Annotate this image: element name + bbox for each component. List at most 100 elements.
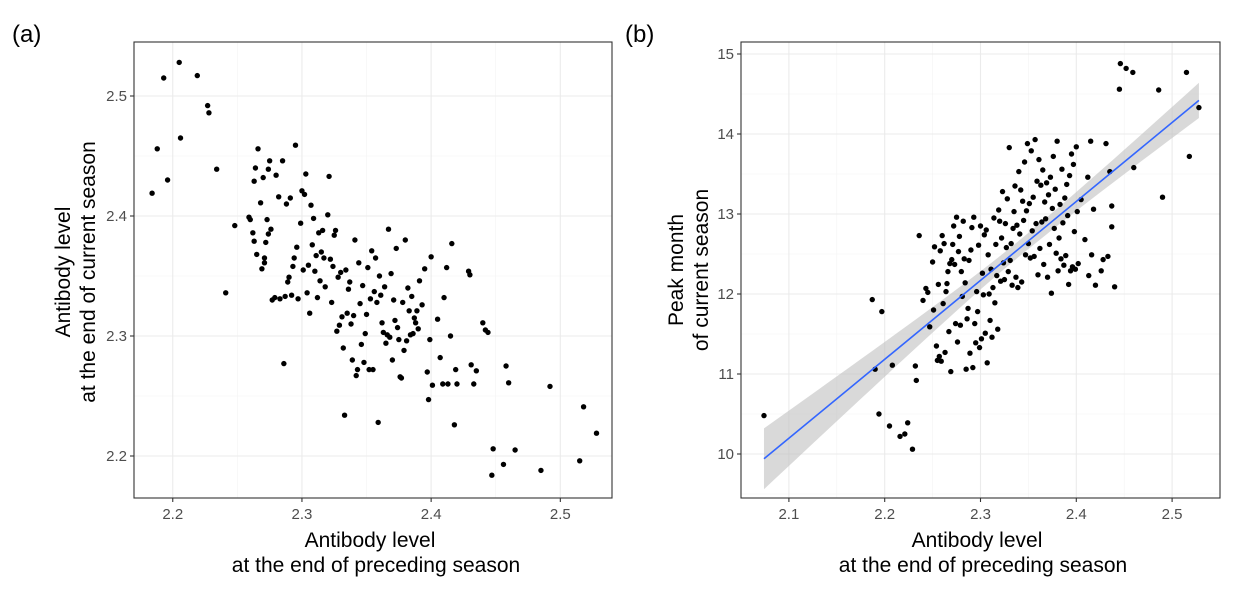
panel-a-point bbox=[263, 239, 269, 246]
panel-b-point bbox=[1061, 262, 1067, 268]
panel-b-point bbox=[1041, 261, 1047, 268]
panel-a-point bbox=[332, 227, 339, 234]
panel-b-point bbox=[1086, 272, 1092, 279]
panel-b-point bbox=[1013, 274, 1019, 280]
panel-a-point bbox=[375, 419, 381, 426]
panel-a-point bbox=[454, 381, 460, 387]
panel-a-point bbox=[347, 279, 353, 285]
panel-a-point bbox=[396, 336, 402, 343]
panel-b-point bbox=[1060, 220, 1066, 226]
panel-b-point bbox=[1041, 199, 1048, 205]
panel-b-point bbox=[1092, 282, 1099, 288]
panel-b-point bbox=[1072, 266, 1079, 272]
panel-b-point bbox=[939, 232, 945, 239]
panel-b-ylabel-line2: of current season bbox=[690, 189, 713, 351]
panel-a-point bbox=[177, 135, 184, 141]
panel-b-point bbox=[1014, 222, 1020, 228]
panel-a-point bbox=[402, 237, 408, 243]
panel-b-ytick-label: 13 bbox=[717, 206, 734, 223]
panel-a-point bbox=[580, 404, 587, 410]
panel-a-point bbox=[318, 249, 325, 255]
panel-a-point bbox=[547, 383, 553, 390]
panel-a-point bbox=[412, 320, 419, 326]
panel-b-point bbox=[937, 248, 943, 254]
panel-b-point bbox=[1001, 276, 1008, 283]
panel-a-point bbox=[251, 238, 257, 244]
panel-a-point bbox=[349, 357, 356, 363]
panel-a-point bbox=[354, 366, 361, 373]
panel-b-point bbox=[1018, 187, 1024, 193]
panel-b-xtick-label: 2.1 bbox=[778, 506, 799, 523]
panel-b-point bbox=[1059, 166, 1065, 172]
panel-a-point bbox=[538, 467, 544, 474]
panel-a-point bbox=[473, 368, 480, 374]
panel-a-point bbox=[286, 274, 292, 280]
panel-a-points bbox=[149, 59, 600, 478]
panel-a-ylabel-line1: Antibody level bbox=[52, 207, 75, 338]
panel-a-point bbox=[340, 345, 346, 351]
panel-a-point bbox=[251, 178, 257, 184]
panel-b-point bbox=[945, 268, 951, 275]
panel-a-point bbox=[264, 216, 270, 223]
panel-a-point bbox=[206, 110, 212, 116]
panel-b-point bbox=[995, 326, 1001, 332]
panel-a-grid bbox=[134, 42, 612, 498]
panel-a-point bbox=[345, 286, 352, 292]
panel-a-point bbox=[405, 285, 411, 291]
panel-b-point bbox=[940, 300, 946, 307]
panel-b-point bbox=[965, 305, 971, 312]
panel-a-point bbox=[254, 251, 260, 258]
panel-a-point bbox=[154, 146, 160, 152]
panel-a-point bbox=[223, 290, 229, 296]
panel-b-point bbox=[1011, 208, 1017, 215]
panel-a-point bbox=[303, 171, 309, 177]
panel-a-point bbox=[327, 256, 334, 262]
panel-b-point bbox=[1053, 250, 1059, 256]
panel-b-point bbox=[876, 411, 882, 417]
panel-a-point bbox=[376, 273, 383, 279]
panel-a-point bbox=[297, 220, 304, 226]
panel-a-point bbox=[366, 366, 372, 373]
panel-b-point bbox=[1006, 144, 1012, 151]
panel-b-ytick-label: 15 bbox=[717, 46, 734, 63]
panel-b-point bbox=[989, 334, 995, 340]
panel-b-point bbox=[992, 300, 998, 306]
panel-a-point bbox=[374, 299, 380, 306]
panel-b-xlabel-line1: Antibody level bbox=[912, 529, 1043, 552]
panel-b-point bbox=[1040, 167, 1046, 173]
panel-b-ytick-label: 11 bbox=[718, 366, 734, 383]
panel-b-point bbox=[1005, 268, 1011, 275]
panel-a-point bbox=[437, 354, 443, 361]
panel-a-point bbox=[400, 299, 406, 306]
panel-b-point bbox=[933, 343, 940, 349]
panel-b-point bbox=[1004, 196, 1011, 202]
panel-b-point bbox=[961, 256, 967, 262]
panel-a-point bbox=[304, 290, 310, 296]
panel-a-point bbox=[259, 266, 265, 272]
panel-b-point bbox=[1074, 208, 1080, 215]
panel-b-point bbox=[946, 328, 952, 335]
panel-a-point bbox=[367, 296, 374, 302]
panel-a-point bbox=[480, 320, 486, 326]
panel-a-xtick-label: 2.3 bbox=[292, 506, 313, 523]
panel-a-point bbox=[325, 212, 331, 218]
panel-b-point bbox=[1047, 174, 1054, 180]
panel-b-point bbox=[973, 288, 980, 295]
panel-b-point bbox=[936, 353, 943, 360]
panel-b-point bbox=[931, 244, 938, 250]
panel-a-point bbox=[305, 262, 312, 268]
panel-a-point bbox=[272, 294, 278, 301]
panel-a-point bbox=[359, 282, 366, 289]
panel-b-point bbox=[948, 368, 954, 375]
panel-b-point bbox=[966, 257, 972, 264]
panel-a-point bbox=[361, 359, 367, 366]
panel-a-point bbox=[301, 191, 308, 198]
panel-b-point bbox=[1012, 183, 1018, 189]
panel-a-point bbox=[353, 372, 359, 379]
panel-b-point bbox=[1064, 181, 1070, 188]
panel-b-point bbox=[1130, 69, 1136, 76]
panel-b-fit-line bbox=[763, 99, 1200, 460]
panel-b-point bbox=[1031, 253, 1037, 260]
panel-a-point bbox=[421, 266, 428, 272]
panel-a-point bbox=[424, 369, 430, 375]
